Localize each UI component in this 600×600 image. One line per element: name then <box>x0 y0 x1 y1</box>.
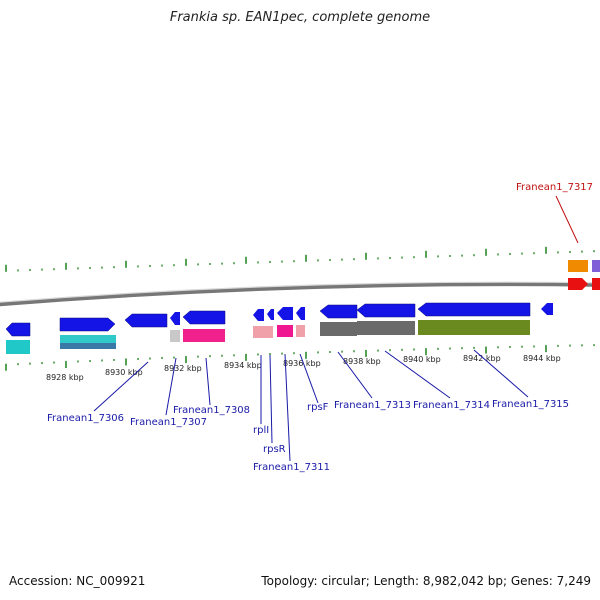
tick-label-8944: 8944 kbp <box>523 354 561 363</box>
leader-rpsR <box>269 354 273 444</box>
lower-tick-row <box>5 344 595 371</box>
tick-label-8938: 8938 kbp <box>343 357 381 366</box>
gene-7313-domain[interactable] <box>320 322 357 336</box>
tick-label-8942: 8942 kbp <box>463 354 501 363</box>
gene-7307[interactable] <box>124 313 168 328</box>
leader-7311 <box>284 353 291 462</box>
label-rpsR[interactable]: rpsR <box>263 444 286 455</box>
genome-summary-text: Topology: circular; Length: 8,982,042 bp… <box>261 574 591 588</box>
gene-rpsF[interactable] <box>296 307 305 320</box>
gene-7306-domain[interactable] <box>60 335 116 343</box>
gene-red-2[interactable] <box>592 278 600 290</box>
gene-7307-domain[interactable] <box>170 330 180 342</box>
leader-7313 <box>337 351 373 399</box>
gene-purple[interactable] <box>592 260 600 272</box>
gene-7313[interactable] <box>319 304 358 319</box>
gene-red-arrow[interactable] <box>568 278 588 290</box>
gene-7311[interactable] <box>277 307 293 320</box>
gene-7306-domain-2[interactable] <box>60 343 116 349</box>
upper-tick-row <box>5 246 595 272</box>
tick-label-8930: 8930 kbp <box>105 368 143 377</box>
label-franean1-7317[interactable]: Franean1_7317 <box>516 182 593 193</box>
gene-7306[interactable] <box>59 317 116 332</box>
label-franean1-7314[interactable]: Franean1_7314 <box>413 400 490 411</box>
label-rpsF[interactable]: rpsF <box>307 402 329 413</box>
gene-7314-domain[interactable] <box>357 321 415 335</box>
gene-7305-domain[interactable] <box>6 340 30 354</box>
leader-7317 <box>555 195 579 244</box>
leader-7306 <box>93 361 149 412</box>
leader-rpsF <box>299 353 319 404</box>
gene-7316[interactable] <box>541 303 553 315</box>
gene-7311-domain[interactable] <box>277 325 293 337</box>
label-franean1-7307[interactable]: Franean1_7307 <box>130 417 207 428</box>
gene-7308-domain[interactable] <box>183 329 225 342</box>
leader-lines <box>93 195 579 462</box>
gene-rplI-domain[interactable] <box>253 326 273 338</box>
gene-rpsR[interactable] <box>267 309 274 320</box>
genome-backbone <box>0 282 600 307</box>
gene-7305[interactable] <box>5 322 31 337</box>
label-rplI[interactable]: rplI <box>253 425 269 436</box>
gene-orange[interactable] <box>568 260 588 272</box>
label-franean1-7306[interactable]: Franean1_7306 <box>47 413 124 424</box>
label-franean1-7308[interactable]: Franean1_7308 <box>173 405 250 416</box>
leader-7308 <box>205 357 211 406</box>
leader-7307 <box>165 357 177 416</box>
gene-rplI[interactable] <box>253 309 264 321</box>
tick-label-8936: 8936 kbp <box>283 359 321 368</box>
gene-7315-domain[interactable] <box>418 320 530 335</box>
label-franean1-7313[interactable]: Franean1_7313 <box>334 400 411 411</box>
gene-7308[interactable] <box>182 310 226 325</box>
accession-text: Accession: NC_009921 <box>9 574 146 588</box>
gene-7307b[interactable] <box>170 312 180 325</box>
tick-label-8934: 8934 kbp <box>224 361 262 370</box>
label-franean1-7311[interactable]: Franean1_7311 <box>253 462 330 473</box>
gene-7315[interactable] <box>417 302 531 317</box>
gene-rpsF-domain[interactable] <box>296 325 305 337</box>
gene-7314[interactable] <box>356 303 416 318</box>
gene-track <box>5 302 553 354</box>
tick-label-8928: 8928 kbp <box>46 373 84 382</box>
tick-label-8932: 8932 kbp <box>164 364 202 373</box>
map-title: Frankia sp. EAN1pec, complete genome <box>169 10 431 25</box>
scale-labels: 8928 kbp 8930 kbp 8932 kbp 8934 kbp 8936… <box>46 354 561 382</box>
gene-labels: Franean1_7306 Franean1_7307 Franean1_730… <box>47 182 593 473</box>
genome-backbone-highlight <box>0 281 600 303</box>
leader-7314 <box>384 350 451 399</box>
label-franean1-7315[interactable]: Franean1_7315 <box>492 399 569 410</box>
tick-label-8940: 8940 kbp <box>403 355 441 364</box>
leader-7315 <box>473 349 529 398</box>
